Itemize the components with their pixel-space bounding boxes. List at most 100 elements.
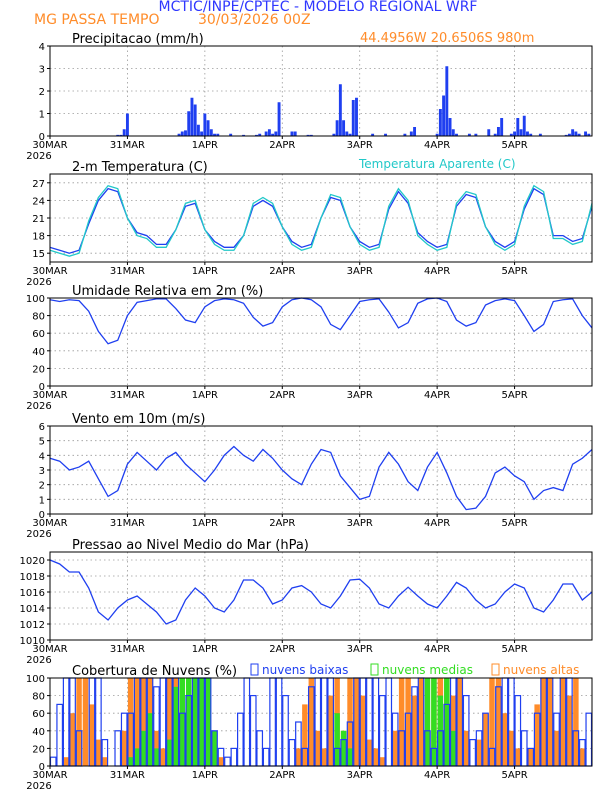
precip-bar bbox=[255, 134, 258, 136]
x-tick-label: 5APR bbox=[501, 390, 527, 401]
x-tick-label: 4APR bbox=[424, 770, 450, 781]
y-tick-label: 24 bbox=[32, 196, 45, 207]
cloud-bar-nuvens-baixas bbox=[585, 712, 593, 767]
x-tick-label: 1APR bbox=[192, 140, 218, 151]
cloud-bar-nuvens-medias bbox=[192, 678, 198, 766]
precip-bar bbox=[187, 111, 191, 136]
cloud-bar-nuvens-altas bbox=[502, 713, 508, 766]
cloud-bar-nuvens-baixas bbox=[230, 747, 238, 767]
y-tick-label: 2 bbox=[39, 87, 45, 98]
cloud-bar-nuvens-medias bbox=[347, 748, 353, 766]
x-tick-label: 2APR bbox=[269, 140, 295, 151]
x-tick-label: 4APR bbox=[424, 390, 450, 401]
cloud-bar-nuvens-medias bbox=[450, 730, 457, 766]
x-tick-label: 2APR bbox=[269, 518, 295, 529]
cloud-bar-nuvens-altas bbox=[405, 678, 411, 766]
cloud-bar-nuvens-altas bbox=[160, 748, 166, 766]
precip-bar bbox=[487, 129, 491, 136]
x-year-label: 2026 bbox=[26, 151, 51, 162]
y-tick-label: 20 bbox=[32, 364, 45, 375]
x-tick-label: 2APR bbox=[269, 390, 295, 401]
cloud-bar-nuvens-altas bbox=[295, 748, 302, 766]
cloud-bar-nuvens-altas bbox=[489, 678, 495, 766]
cloud-bar-nuvens-medias bbox=[127, 757, 134, 766]
cloud-bar-nuvens-altas bbox=[308, 678, 315, 766]
cloud-bar-nuvens-altas bbox=[573, 678, 579, 766]
x-tick-label: 31MAR bbox=[110, 266, 145, 277]
cloud-legend-swatch bbox=[250, 663, 259, 676]
cloud-bar-nuvens-medias bbox=[431, 678, 437, 766]
y-tick-label: 2 bbox=[39, 481, 45, 492]
y-tick-label: 1018 bbox=[20, 572, 45, 583]
y-tick-label: 40 bbox=[32, 347, 45, 358]
panel-title: Umidade Relativa em 2m (%) bbox=[72, 284, 263, 299]
cloud-bar-nuvens-baixas bbox=[237, 712, 244, 767]
precip-bar bbox=[342, 120, 346, 136]
cloud-bar-nuvens-altas bbox=[553, 730, 560, 766]
cloud-bar-nuvens-altas bbox=[366, 739, 373, 766]
cloud-bar-nuvens-altas bbox=[102, 757, 108, 766]
y-tick-label: 4 bbox=[39, 42, 45, 53]
precip-bar bbox=[403, 133, 407, 136]
cloud-bar-nuvens-baixas bbox=[262, 747, 270, 767]
cloud-bar-nuvens-altas bbox=[95, 739, 102, 766]
x-tick-label: 2APR bbox=[269, 644, 295, 655]
cloud-bar-nuvens-altas bbox=[218, 757, 224, 766]
series-line-vento bbox=[49, 445, 593, 511]
precip-bar bbox=[474, 133, 478, 136]
x-year-label: 2026 bbox=[26, 277, 51, 288]
precip-bar bbox=[509, 133, 513, 136]
cloud-bar-nuvens-baixas bbox=[275, 677, 283, 767]
cloud-bar-nuvens-altas bbox=[527, 748, 534, 766]
cloud-bar-nuvens-medias bbox=[179, 678, 186, 766]
x-tick-label: 4APR bbox=[424, 266, 450, 277]
precip-bar bbox=[442, 95, 446, 136]
y-tick-label: 3 bbox=[39, 65, 45, 76]
cloud-bar-nuvens-altas bbox=[515, 748, 521, 766]
cloud-bar-nuvens-altas bbox=[82, 678, 89, 766]
precip-bar bbox=[306, 134, 310, 136]
precip-bar bbox=[180, 131, 184, 136]
cloud-bar-nuvens-medias bbox=[166, 739, 173, 766]
series-line-temp bbox=[49, 187, 593, 254]
y-tick-label: 100 bbox=[26, 674, 45, 685]
x-tick-label: 1APR bbox=[192, 644, 218, 655]
precip-bar bbox=[229, 133, 233, 136]
y-tick-label: 20 bbox=[32, 744, 45, 755]
x-tick-label: 3APR bbox=[347, 770, 373, 781]
precip-bar bbox=[206, 120, 210, 136]
precip-bar bbox=[355, 97, 358, 136]
cloud-bar-nuvens-altas bbox=[560, 678, 566, 766]
y-tick-label: 1020 bbox=[20, 556, 45, 567]
series-line-pressao bbox=[49, 559, 593, 625]
chart-title: MCTIC/INPE/CPTEC - MODELO REGIONAL WRF bbox=[159, 0, 478, 15]
x-tick-label: 1APR bbox=[192, 770, 218, 781]
precip-bar bbox=[435, 133, 439, 136]
precip-bar bbox=[293, 131, 297, 136]
x-tick-label: 2APR bbox=[269, 266, 295, 277]
panel-umid: 0 20 40 60 80 100 30MAR 31MAR 1APR 2APR 3APR 4APR 5A… bbox=[26, 284, 593, 412]
y-tick-label: 60 bbox=[32, 329, 45, 340]
precip-bar bbox=[529, 133, 533, 136]
precip-bar bbox=[451, 129, 455, 136]
cloud-bar-nuvens-altas bbox=[353, 678, 360, 766]
precip-bar bbox=[258, 133, 262, 136]
cloud-bar-nuvens-altas bbox=[534, 704, 540, 766]
y-tick-label: 100 bbox=[26, 294, 45, 305]
panel-nuvens: 0 20 40 60 80 100 30MAR 31MAR 1APR 2APR 3APR 4APR 5A… bbox=[26, 663, 593, 792]
location-label: MG PASSA TEMPO bbox=[34, 12, 160, 28]
precip-bar bbox=[413, 127, 417, 136]
x-tick-label: 1APR bbox=[192, 390, 218, 401]
cloud-legend-label: nuvens medias bbox=[382, 663, 473, 677]
cloud-bar-nuvens-altas bbox=[418, 678, 424, 766]
y-tick-label: 60 bbox=[32, 709, 45, 720]
x-tick-label: 31MAR bbox=[110, 518, 145, 529]
precip-bar bbox=[338, 84, 342, 136]
x-tick-label: 1APR bbox=[192, 266, 218, 277]
precip-bar bbox=[571, 129, 575, 136]
x-tick-label: 5APR bbox=[501, 644, 527, 655]
y-tick-label: 3 bbox=[39, 466, 45, 477]
precip-bar bbox=[122, 129, 126, 136]
y-tick-label: 80 bbox=[32, 312, 45, 323]
plot-frame bbox=[49, 297, 593, 387]
